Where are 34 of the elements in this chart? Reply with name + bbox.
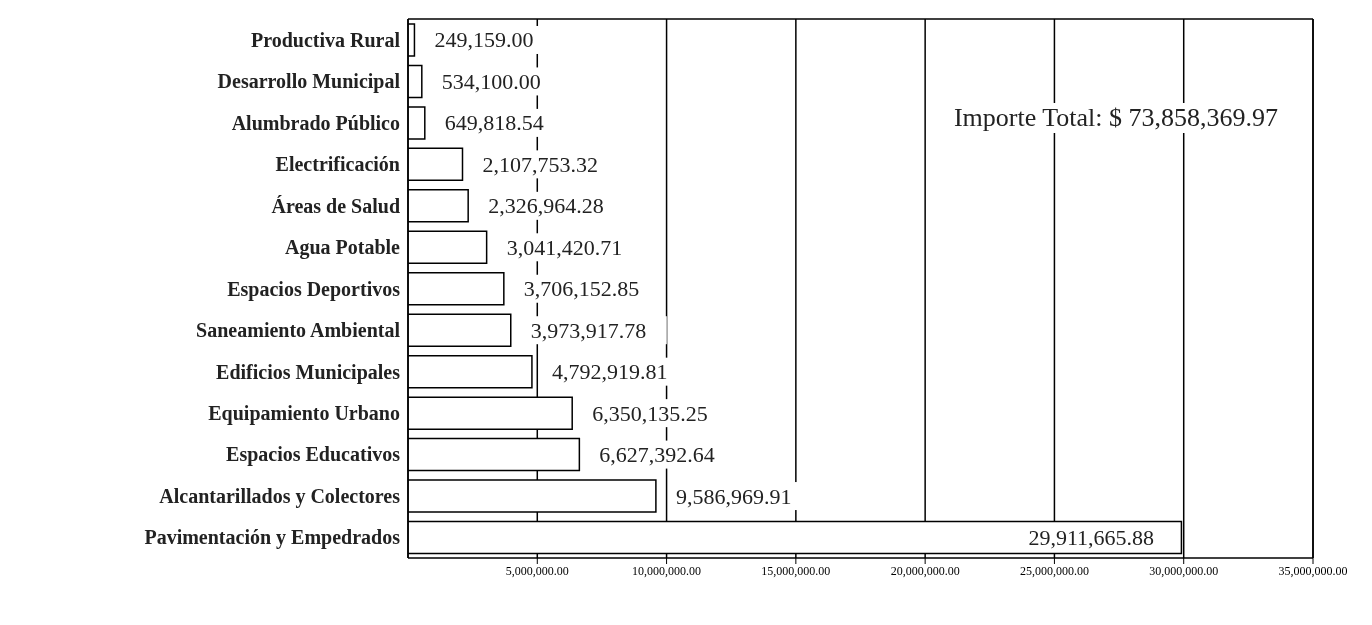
data-label: 3,041,420.71: [506, 234, 623, 260]
y-tick-label: Espacios Educativos: [226, 443, 401, 467]
y-tick-label: Áreas de Salud: [271, 194, 400, 217]
y-tick-label: Pavimentación y Empedrados: [144, 526, 401, 550]
data-label: 9,586,969.91: [675, 483, 792, 509]
data-label: 6,627,392.64: [599, 442, 715, 468]
y-tick-label: Equipamiento Urbano: [208, 401, 400, 425]
data-label: 6,350,135.25: [592, 400, 708, 426]
data-label: 3,973,917.78: [530, 317, 647, 343]
y-tick-label: Productiva Rural: [250, 28, 401, 51]
x-tick-label: 10,000,000.00: [632, 563, 702, 578]
y-tick-label: Desarrollo Municipal: [217, 70, 401, 94]
x-tick-label: 20,000,000.00: [890, 563, 960, 578]
data-label: 2,326,964.28: [488, 193, 604, 219]
annotation: Importe Total: $ 73,858,369.97: [947, 103, 1284, 133]
data-label: 2,107,753.32: [482, 151, 598, 177]
y-tick-label: Espacios Deportivos: [227, 277, 401, 301]
data-label: 29,911,665.88: [1028, 525, 1155, 551]
x-tick-label: 25,000,000.00: [1019, 563, 1089, 578]
data-label: 534,100.00: [441, 68, 541, 94]
y-tick-label: Saneamiento Ambiental: [196, 319, 401, 342]
y-tick-label: Alumbrado Público: [231, 111, 400, 134]
y-tick-label: Electrificación: [275, 153, 400, 176]
x-tick-label: 30,000,000.00: [1149, 563, 1219, 578]
y-tick-label: Agua Potable: [285, 236, 401, 260]
x-tick-label: 5,000,000.00: [505, 563, 569, 578]
data-label: 4,792,919.81: [551, 359, 668, 385]
data-label: 649,818.54: [444, 110, 544, 136]
y-tick-label: Edificios Municipales: [216, 360, 401, 384]
y-tick-label: Alcantarillados y Colectores: [159, 484, 401, 508]
x-tick-label: 35,000,000.00: [1278, 563, 1348, 578]
x-tick-label: 15,000,000.00: [761, 563, 831, 578]
data-label: 3,706,152.85: [523, 276, 640, 302]
data-label: 249,159.00: [434, 27, 534, 53]
